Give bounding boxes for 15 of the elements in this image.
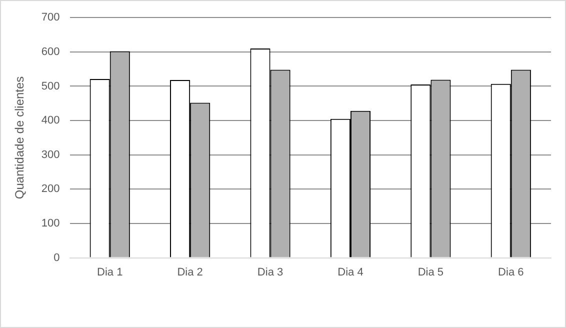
- x-tick-label: Dia 2: [177, 266, 203, 278]
- x-tick-label: Dia 1: [97, 266, 123, 278]
- x-tick-label: Dia 6: [498, 266, 524, 278]
- x-tick-label: Dia 3: [257, 266, 284, 278]
- y-tick-label: 600: [41, 46, 60, 58]
- y-tick-label: 0: [54, 252, 60, 264]
- y-tick-label: 500: [41, 80, 60, 92]
- y-tick-label: 400: [41, 114, 60, 127]
- y-tick-label: 200: [41, 183, 60, 196]
- y-tick-label: 100: [41, 218, 60, 230]
- y-tick-label: 700: [41, 12, 60, 24]
- x-tick-label: Dia 4: [338, 266, 364, 278]
- y-tick-label: 300: [41, 148, 60, 161]
- y-axis-title: Quantidade de clientes: [12, 76, 27, 200]
- x-tick-label: Dia 5: [418, 266, 444, 278]
